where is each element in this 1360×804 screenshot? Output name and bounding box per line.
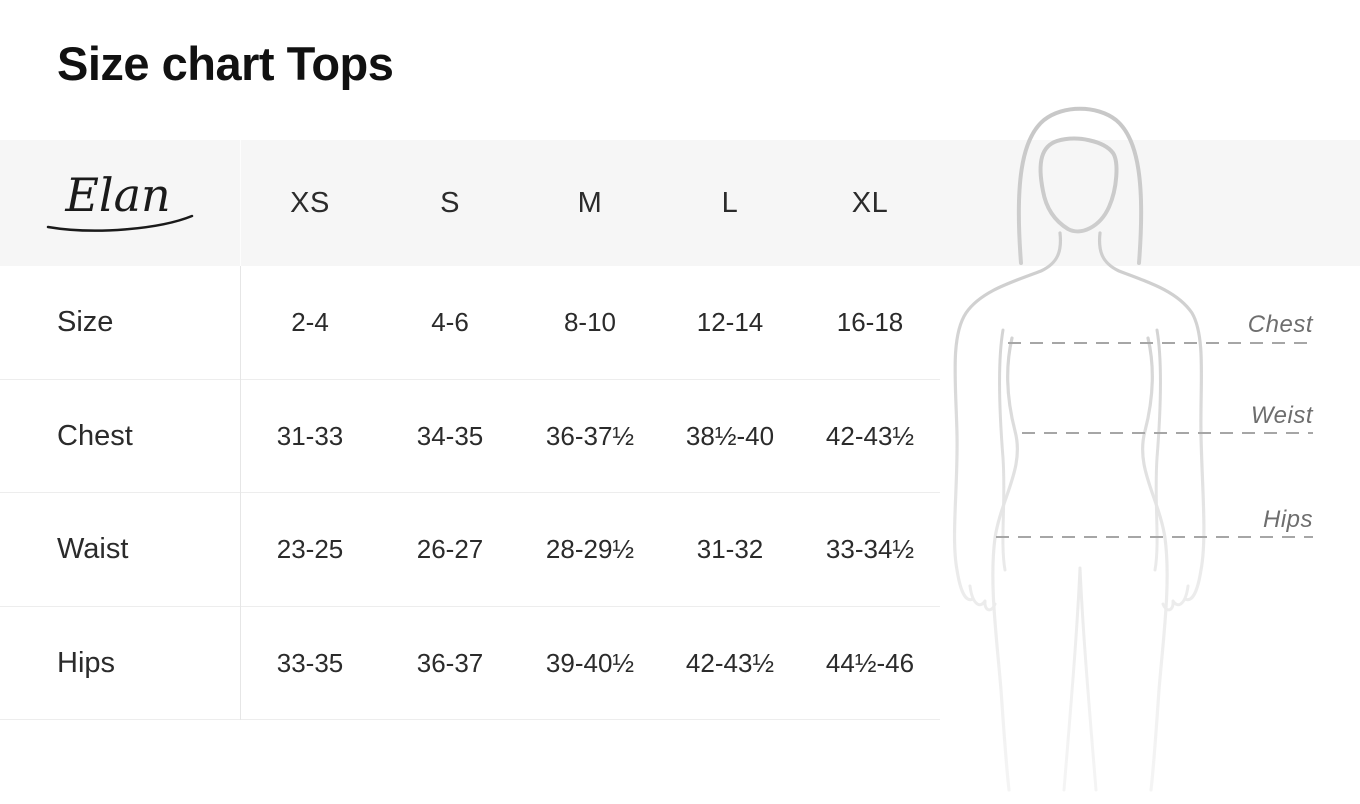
- body-silhouette-figure: [952, 106, 1313, 792]
- brand-logo: Elan: [46, 168, 194, 232]
- cell-waist-m: 28-29½: [520, 493, 660, 607]
- cell-size-m: 8-10: [520, 266, 660, 380]
- cell-hips-s: 36-37: [380, 607, 520, 720]
- cell-waist-xs: 23-25: [240, 493, 380, 607]
- column-header-xl: XL: [851, 186, 889, 219]
- figure-left-torso-leg: [991, 336, 1019, 792]
- cell-hips-xs: 33-35: [240, 607, 380, 720]
- cell-chest-s: 34-35: [380, 380, 520, 493]
- cell-size-l: 12-14: [660, 266, 800, 380]
- cell-size-xs: 2-4: [240, 266, 380, 380]
- cell-hips-m: 39-40½: [520, 607, 660, 720]
- figure-inner-legs: [1062, 566, 1098, 792]
- row-label-hips: Hips: [0, 607, 240, 720]
- figure-right-neck-shoulder-arm: [1097, 231, 1206, 602]
- figure-hair-outline: [1016, 106, 1144, 265]
- label-column-divider: [240, 266, 241, 720]
- cell-waist-s: 26-27: [380, 493, 520, 607]
- chest-guide-label: Chest: [1247, 311, 1313, 338]
- brand-logo-cell: Elan: [0, 140, 240, 266]
- cell-waist-l: 31-32: [660, 493, 800, 607]
- figure-left-inner-arm: [998, 328, 1007, 572]
- cell-chest-m: 36-37½: [520, 380, 660, 493]
- row-label-waist: Waist: [0, 493, 240, 607]
- cell-hips-l: 42-43½: [660, 607, 800, 720]
- body-outline: [952, 106, 1206, 792]
- figure-face-outline: [1038, 136, 1119, 234]
- logo-underline-flourish: [46, 214, 194, 232]
- column-header-s: S: [440, 186, 460, 219]
- figure-right-torso-leg: [1141, 336, 1169, 792]
- cell-waist-xl: 33-34½: [800, 493, 940, 607]
- column-header-xs: XS: [290, 186, 330, 219]
- row-label-chest: Chest: [0, 380, 240, 493]
- cell-hips-xl: 44½-46: [800, 607, 940, 720]
- cell-chest-l: 38½-40: [660, 380, 800, 493]
- size-chart-table: Elan XS S M L XL Size 2-4 4-6 8-10 12-14…: [0, 140, 940, 720]
- label-column-divider-band: [240, 140, 241, 266]
- brand-logo-text: Elan: [64, 168, 170, 222]
- row-label-size: Size: [0, 266, 240, 380]
- cell-chest-xs: 31-33: [240, 380, 380, 493]
- figure-left-neck-shoulder-arm: [952, 231, 1063, 602]
- cell-size-xl: 16-18: [800, 266, 940, 380]
- table-header-band: [0, 140, 1360, 266]
- column-header-l: L: [721, 186, 739, 219]
- figure-right-inner-arm: [1153, 328, 1162, 572]
- cell-size-s: 4-6: [380, 266, 520, 380]
- measurement-lines: [996, 342, 1313, 538]
- page-title: Size chart Tops: [57, 37, 394, 90]
- hips-guide-label: Hips: [1262, 506, 1313, 533]
- column-header-m: M: [577, 186, 603, 219]
- figure-left-hand: [968, 584, 997, 612]
- waist-guide-label: Weist: [1250, 402, 1313, 429]
- cell-chest-xl: 42-43½: [800, 380, 940, 493]
